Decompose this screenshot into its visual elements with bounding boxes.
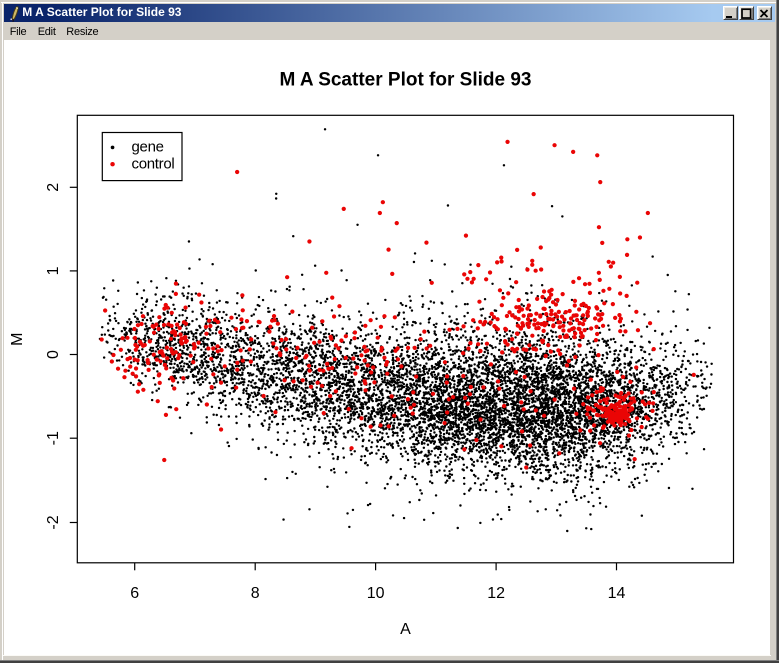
svg-text:M A Scatter Plot for Slide 93: M A Scatter Plot for Slide 93	[280, 70, 532, 91]
svg-text:A: A	[400, 621, 411, 638]
svg-text:-2: -2	[45, 515, 62, 529]
svg-text:8: 8	[251, 585, 260, 602]
svg-text:0: 0	[45, 350, 62, 359]
svg-text:10: 10	[367, 585, 385, 602]
svg-text:2: 2	[45, 183, 62, 192]
svg-text:12: 12	[487, 585, 505, 602]
svg-text:control: control	[132, 156, 175, 173]
svg-text:1: 1	[45, 266, 62, 275]
svg-text:-1: -1	[45, 431, 62, 445]
svg-text:M: M	[9, 333, 26, 346]
svg-text:gene: gene	[132, 138, 164, 155]
svg-text:6: 6	[130, 585, 139, 602]
svg-text:14: 14	[608, 585, 626, 602]
